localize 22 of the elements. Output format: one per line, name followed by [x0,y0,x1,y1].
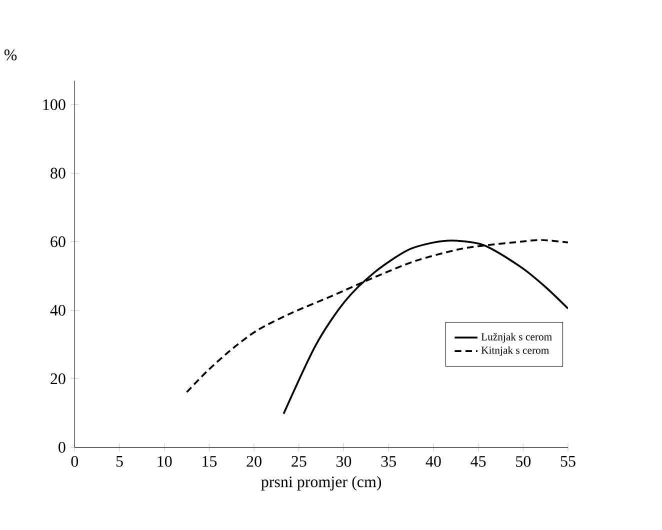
y-tick-label: 40 [50,304,66,316]
x-tick-label: 25 [292,456,306,467]
x-tick-label: 5 [116,456,123,467]
y-tick-label: 100 [43,99,66,110]
x-tick-label: 45 [470,456,486,467]
y-tick-label: 80 [50,168,66,179]
x-axis-title: prsni promjer (cm) [261,476,382,490]
x-tick-label: 15 [202,456,217,467]
y-tick-label: 60 [50,236,66,248]
x-tick-label: 55 [560,456,576,467]
y-tick-label: 20 [50,373,66,384]
x-tick-label: 20 [246,456,262,467]
x-tick-label: 30 [336,456,352,467]
y-axis-title: % [4,50,17,60]
x-tick-label: 0 [71,456,78,467]
x-tick-label: 35 [381,456,396,467]
x-tick-label: 40 [426,456,441,467]
x-tick-label: 10 [158,456,172,467]
legend-label: Lužnjak s cerom [481,332,552,343]
y-tick-label: 0 [58,442,66,453]
x-tick-label: 50 [516,456,531,467]
legend-label: Kitnjak s cerom [481,346,550,356]
